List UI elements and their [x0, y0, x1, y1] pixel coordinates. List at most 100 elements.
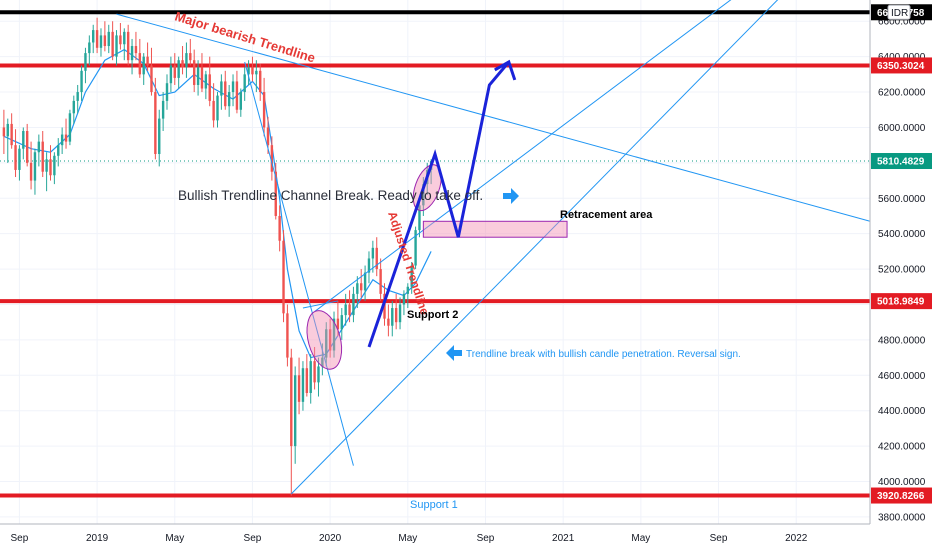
candle-body	[130, 46, 134, 61]
candle	[80, 65, 83, 101]
candle	[146, 42, 149, 71]
candle	[239, 88, 243, 117]
candle	[297, 357, 301, 415]
retracement-label: Retracement area	[560, 209, 653, 221]
candle-body	[84, 53, 87, 71]
candle	[6, 118, 9, 163]
candle-body	[161, 100, 165, 119]
candle	[290, 348, 293, 496]
candle	[192, 49, 196, 93]
candle	[332, 311, 336, 358]
candle-body	[119, 35, 122, 45]
candle-body	[45, 159, 48, 172]
candle-body	[251, 67, 254, 75]
candle	[196, 60, 200, 96]
price-tag: 5018.9849	[871, 293, 932, 310]
candle-body	[64, 134, 68, 142]
candle-body	[53, 155, 56, 176]
candle-body	[18, 148, 21, 170]
candle-body	[293, 375, 297, 447]
price-tag-label: 6350.3024	[877, 61, 925, 72]
candle	[107, 24, 110, 54]
candle-body	[344, 304, 347, 316]
time-axis-background[interactable]	[0, 524, 932, 550]
price-tag-background	[871, 153, 932, 170]
candle-body	[76, 92, 79, 101]
candle-body	[200, 67, 204, 89]
candle-body	[220, 81, 223, 96]
candle-body	[95, 30, 99, 48]
plot-background	[0, 0, 870, 524]
trend-drawings	[116, 0, 871, 495]
candle	[126, 24, 130, 66]
x-tick-label: 2021	[552, 533, 575, 544]
retracement-box	[422, 220, 568, 238]
candle	[262, 77, 266, 137]
candle-body	[33, 152, 37, 181]
candle-body	[391, 308, 394, 326]
candle-body	[10, 123, 13, 146]
price-tag-background	[871, 57, 932, 74]
price-tag-label: 5018.9849	[877, 297, 925, 308]
candle-body	[138, 53, 142, 75]
candle	[340, 308, 343, 340]
candle-body	[301, 368, 305, 402]
candle-body	[340, 315, 343, 330]
candle-body	[88, 42, 91, 54]
candle-body	[150, 65, 153, 93]
price-tag-label: 3920.8266	[877, 491, 925, 502]
y-tick-label: 6200.0000	[878, 88, 926, 99]
candle	[181, 46, 184, 75]
candle-body	[123, 31, 126, 45]
y-tick-label: 6000.0000	[878, 123, 926, 134]
time-axis-ticks: Sep 2019 May Sep 2020 May Sep 2021 May Sep 2022	[11, 533, 808, 544]
x-tick-label: 2022	[785, 533, 808, 544]
y-tick-label: 4400.0000	[878, 406, 926, 417]
candle-body	[177, 60, 180, 78]
candle	[360, 269, 363, 298]
candle	[177, 56, 180, 89]
candle-body	[60, 134, 64, 146]
candle	[391, 300, 394, 337]
channel-break-arrow-icon	[503, 188, 519, 204]
candle-body	[398, 304, 402, 323]
support1-label: Support 1	[410, 499, 458, 511]
candle-body	[356, 283, 359, 294]
candle	[325, 322, 328, 367]
candle-body	[72, 100, 75, 114]
symbol-tag: IDR	[891, 8, 908, 19]
channel-lower-line	[290, 0, 779, 495]
candle-body	[422, 184, 425, 206]
candle	[18, 145, 21, 181]
candle-body	[348, 304, 351, 316]
candle	[379, 258, 382, 301]
candle	[72, 95, 75, 124]
candle-body	[158, 118, 161, 155]
candle	[259, 63, 262, 101]
price-axis-background[interactable]	[870, 0, 932, 524]
candle-body	[243, 74, 246, 93]
y-tick-label: 4000.0000	[878, 477, 926, 488]
candle	[60, 127, 64, 155]
y-tick-label: 4200.0000	[878, 442, 926, 453]
price-tag-background	[871, 293, 932, 310]
candle	[53, 152, 56, 185]
channel-upper-line	[314, 0, 732, 312]
candle-body	[208, 74, 211, 101]
candle	[212, 83, 215, 128]
candle	[216, 92, 219, 128]
candle	[208, 56, 211, 107]
candle-body	[262, 92, 266, 128]
price-tags: 6650.67586350.30245810.48295018.98493920…	[871, 4, 932, 504]
candle	[278, 205, 281, 252]
candle	[25, 123, 29, 167]
candle	[286, 304, 289, 367]
candle	[64, 118, 68, 149]
candle-body	[2, 127, 6, 137]
candle	[14, 129, 17, 178]
candle	[282, 230, 285, 323]
candle-body	[418, 205, 421, 231]
candle	[313, 346, 316, 390]
candle	[247, 60, 250, 85]
